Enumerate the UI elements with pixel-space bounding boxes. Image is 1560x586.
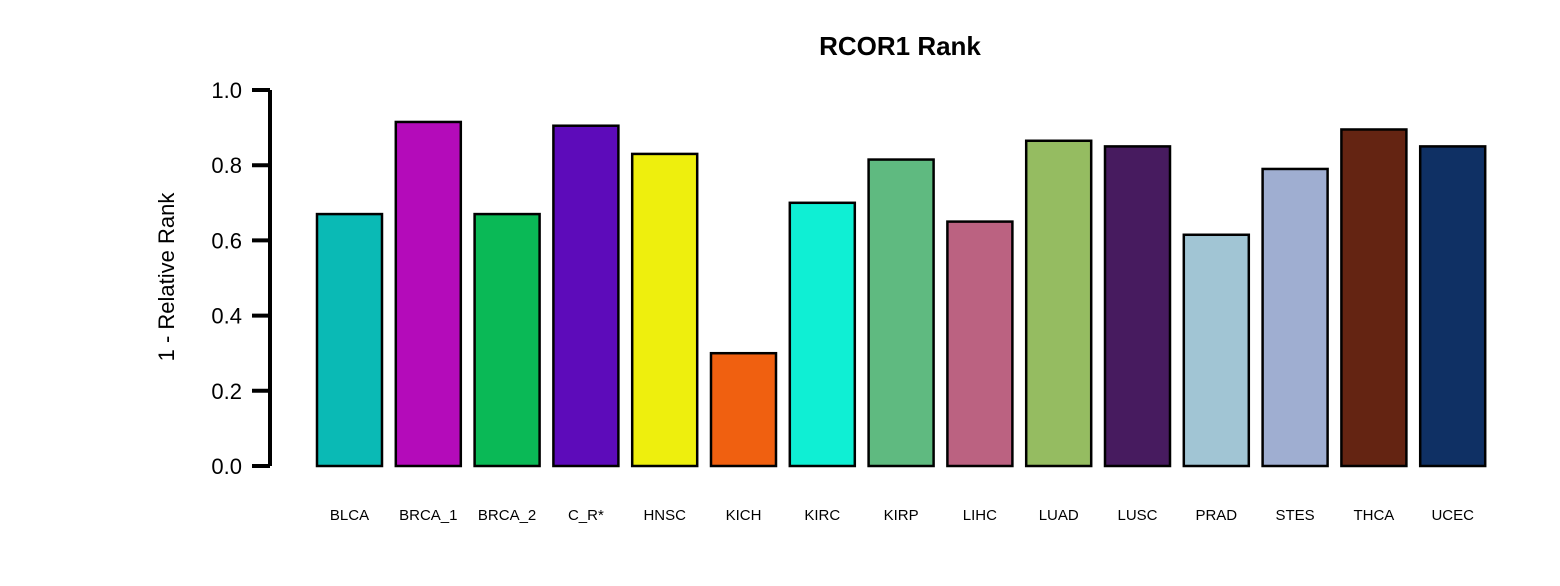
category-label: C_R* xyxy=(568,507,604,524)
category-label: KIRP xyxy=(884,507,919,524)
category-label: KICH xyxy=(726,507,762,524)
bar-c-r xyxy=(552,124,620,468)
category-label: LUAD xyxy=(1039,507,1079,524)
y-tick-label: 0.2 xyxy=(211,379,242,404)
y-tick-label: 1.0 xyxy=(211,78,242,103)
category-label: PRAD xyxy=(1195,507,1237,524)
bar-kirc xyxy=(788,201,857,468)
bar-ucec xyxy=(1418,145,1487,468)
y-axis-label: 1 - Relative Rank xyxy=(154,192,179,362)
bar-luad xyxy=(1024,139,1093,468)
category-label: BRCA_1 xyxy=(399,507,457,524)
y-tick-label: 0.8 xyxy=(211,153,242,178)
chart-title: RCOR1 Rank xyxy=(819,31,981,61)
y-tick-label: 0.0 xyxy=(211,454,242,479)
bar-brca-2 xyxy=(473,212,541,468)
category-labels-group: BLCA BRCA_1 BRCA_2 C_R* HNSC KICH KIRC KIRP LIHC… xyxy=(330,507,1474,524)
category-label: STES xyxy=(1276,507,1315,524)
bar-thca xyxy=(1340,128,1408,468)
bar-hnsc xyxy=(630,152,699,468)
bar-blca xyxy=(315,212,384,468)
bar-prad xyxy=(1182,233,1251,468)
bar-brca-1 xyxy=(394,120,463,468)
bar-lusc xyxy=(1103,145,1172,468)
category-label: UCEC xyxy=(1431,507,1474,524)
category-label: KIRC xyxy=(804,507,840,524)
category-label: LUSC xyxy=(1117,507,1157,524)
category-label: HNSC xyxy=(643,507,686,524)
y-tick-label: 0.6 xyxy=(211,228,242,253)
category-label: BRCA_2 xyxy=(478,507,536,524)
bar-kirp xyxy=(867,158,935,468)
category-label: THCA xyxy=(1353,507,1394,524)
category-label: BLCA xyxy=(330,507,369,524)
bar-kich xyxy=(709,351,778,468)
bar-lihc xyxy=(946,220,1014,468)
bars-group xyxy=(315,120,1487,468)
category-label: LIHC xyxy=(963,507,997,524)
y-axis: 0.0 0.2 0.4 0.6 0.8 1.0 xyxy=(211,78,272,479)
y-tick-label: 0.4 xyxy=(211,304,242,329)
bar-stes xyxy=(1261,167,1329,468)
